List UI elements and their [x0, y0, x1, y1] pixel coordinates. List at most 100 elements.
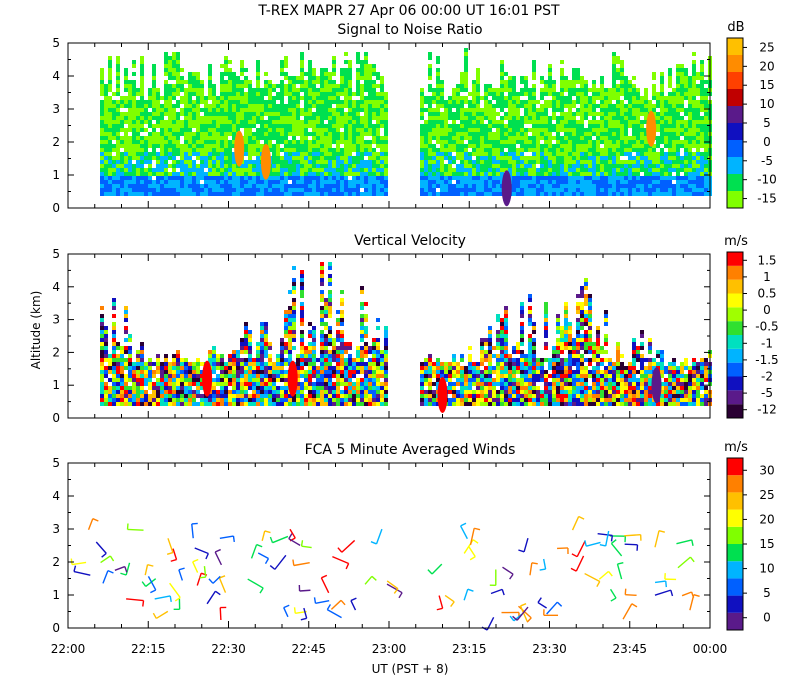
- field-cell: [264, 382, 268, 386]
- field-cell: [220, 188, 224, 192]
- field-cell: [460, 184, 464, 188]
- field-cell: [560, 60, 564, 64]
- field-cell: [196, 362, 200, 366]
- field-cell: [588, 172, 592, 176]
- field-cell: [656, 144, 660, 148]
- field-cell: [596, 172, 600, 176]
- field-cell: [280, 350, 284, 354]
- field-cell: [120, 152, 124, 156]
- field-cell: [164, 92, 168, 96]
- field-cell: [164, 378, 168, 382]
- field-cell: [436, 72, 440, 76]
- field-cell: [596, 176, 600, 180]
- field-cell: [364, 68, 368, 72]
- field-cell: [172, 120, 176, 124]
- field-cell: [144, 156, 148, 160]
- field-cell: [232, 358, 236, 362]
- field-cell: [324, 172, 328, 176]
- field-cell: [692, 76, 696, 80]
- field-cell: [512, 184, 516, 188]
- field-cell: [224, 374, 228, 378]
- field-cell: [260, 350, 264, 354]
- field-cell: [560, 172, 564, 176]
- field-cell: [544, 88, 548, 92]
- field-cell: [108, 112, 112, 116]
- field-cell: [164, 402, 168, 406]
- field-cell: [520, 168, 524, 172]
- field-cell: [256, 72, 260, 76]
- field-cell: [500, 160, 504, 164]
- field-cell: [332, 60, 336, 64]
- field-cell: [208, 350, 212, 354]
- field-cell: [260, 334, 264, 338]
- field-cell: [488, 160, 492, 164]
- field-cell: [152, 68, 156, 72]
- field-cell: [640, 96, 644, 100]
- field-cell: [492, 192, 496, 196]
- field-cell: [144, 100, 148, 104]
- field-cell: [648, 184, 652, 188]
- field-cell: [228, 184, 232, 188]
- field-cell: [580, 128, 584, 132]
- field-cell: [628, 120, 632, 124]
- field-cell: [228, 128, 232, 132]
- field-cell: [544, 172, 548, 176]
- field-cell: [288, 148, 292, 152]
- field-cell: [100, 374, 104, 378]
- field-cell: [580, 124, 584, 128]
- field-cell: [616, 144, 620, 148]
- field-cell: [688, 192, 692, 196]
- field-cell: [504, 152, 508, 156]
- field-cell: [264, 112, 268, 116]
- field-cell: [668, 120, 672, 124]
- field-cell: [156, 124, 160, 128]
- field-cell: [236, 350, 240, 354]
- field-cell: [140, 112, 144, 116]
- field-cell: [476, 140, 480, 144]
- field-cell: [456, 188, 460, 192]
- field-cell: [380, 88, 384, 92]
- field-cell: [664, 152, 668, 156]
- field-cell: [476, 180, 480, 184]
- field-cell: [348, 152, 352, 156]
- field-cell: [288, 116, 292, 120]
- field-cell: [116, 100, 120, 104]
- field-cell: [476, 156, 480, 160]
- field-cell: [460, 164, 464, 168]
- field-cell: [188, 378, 192, 382]
- field-cell: [572, 188, 576, 192]
- field-cell: [508, 144, 512, 148]
- field-cell: [448, 96, 452, 100]
- field-cell: [580, 132, 584, 136]
- field-cell: [680, 92, 684, 96]
- field-cell: [332, 156, 336, 160]
- field-cell: [460, 96, 464, 100]
- field-cell: [240, 378, 244, 382]
- field-cell: [344, 100, 348, 104]
- field-cell: [328, 188, 332, 192]
- field-cell: [524, 192, 528, 196]
- field-cell: [484, 184, 488, 188]
- field-cell: [288, 88, 292, 92]
- field-cell: [100, 76, 104, 80]
- field-cell: [216, 96, 220, 100]
- field-cell: [136, 132, 140, 136]
- field-cell: [128, 402, 132, 406]
- field-cell: [128, 172, 132, 176]
- field-cell: [176, 148, 180, 152]
- field-cell: [596, 164, 600, 168]
- field-cell: [112, 148, 116, 152]
- field-cell: [504, 156, 508, 160]
- field-cell: [636, 160, 640, 164]
- field-cell: [232, 172, 236, 176]
- field-cell: [204, 128, 208, 132]
- field-cell: [592, 132, 596, 136]
- field-cell: [256, 370, 260, 374]
- field-cell: [176, 120, 180, 124]
- field-cell: [240, 394, 244, 398]
- field-cell: [456, 172, 460, 176]
- field-cell: [692, 104, 696, 108]
- field-cell: [184, 104, 188, 108]
- field-cell: [292, 100, 296, 104]
- field-cell: [592, 120, 596, 124]
